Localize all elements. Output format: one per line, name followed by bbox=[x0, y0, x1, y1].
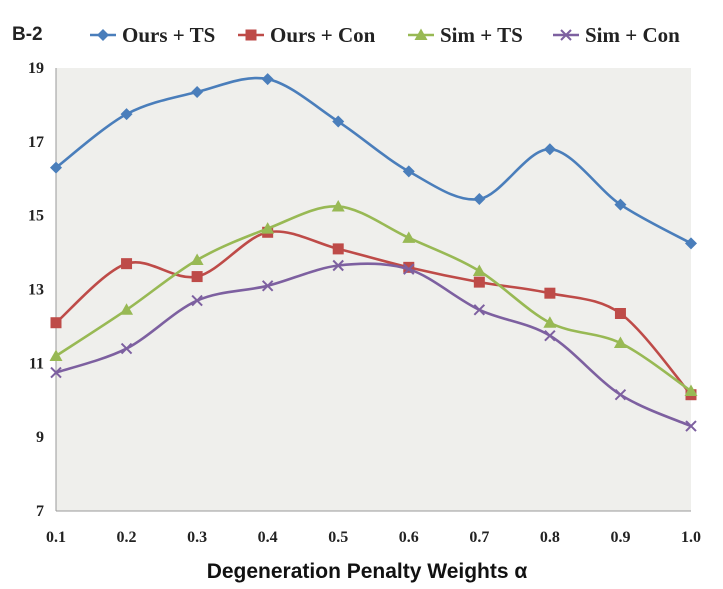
data-point bbox=[684, 384, 698, 397]
series-3 bbox=[49, 199, 698, 397]
legend-marker bbox=[560, 29, 572, 41]
y-tick-label: 7 bbox=[36, 503, 44, 520]
x-tick-label: 0.1 bbox=[46, 529, 66, 546]
data-point bbox=[120, 342, 133, 355]
x-tick-label: 0.6 bbox=[399, 529, 419, 546]
data-point bbox=[402, 165, 415, 178]
x-tick-label: 0.8 bbox=[540, 529, 560, 546]
data-point bbox=[403, 261, 415, 273]
data-point bbox=[614, 307, 626, 319]
data-point bbox=[190, 253, 204, 265]
legend-label: Ours + TS bbox=[122, 23, 215, 47]
data-point bbox=[261, 73, 274, 86]
data-point-stroke-b bbox=[50, 366, 62, 379]
legend-marker bbox=[414, 28, 428, 40]
y-tick-label: 9 bbox=[36, 429, 44, 446]
panel-label: B-2 bbox=[12, 24, 43, 45]
plot-area bbox=[56, 68, 691, 511]
y-tick-label: 17 bbox=[28, 134, 44, 151]
data-point bbox=[544, 287, 556, 299]
x-axis-label: Degeneration Penalty Weights α bbox=[207, 560, 528, 583]
data-point bbox=[191, 271, 203, 283]
data-point-stroke-b bbox=[403, 263, 415, 275]
data-point-stroke-b bbox=[685, 420, 697, 432]
legend-label: Sim + TS bbox=[440, 23, 523, 47]
data-point-stroke-b bbox=[473, 304, 486, 316]
legend-label: Ours + Con bbox=[270, 23, 376, 47]
data-point-stroke-b bbox=[261, 280, 274, 292]
data-point bbox=[261, 280, 274, 292]
data-point bbox=[543, 143, 556, 156]
data-point bbox=[191, 294, 203, 307]
series-line bbox=[55, 205, 692, 393]
data-point-stroke-b bbox=[332, 259, 344, 272]
legend-marker-stroke-b bbox=[560, 29, 572, 41]
data-point bbox=[614, 389, 627, 401]
data-point bbox=[332, 243, 344, 255]
series-line bbox=[55, 262, 692, 428]
series-line bbox=[55, 230, 692, 396]
data-point bbox=[332, 259, 344, 272]
x-tick-label: 0.7 bbox=[469, 529, 489, 546]
x-tick-label: 0.5 bbox=[328, 529, 348, 546]
data-point bbox=[614, 198, 627, 211]
data-point bbox=[685, 420, 697, 432]
data-point bbox=[332, 115, 345, 128]
data-point bbox=[543, 316, 557, 328]
y-tick-labels: 7 9 11 13 15 17 19 bbox=[28, 60, 44, 520]
data-point bbox=[613, 336, 627, 349]
y-tick-label: 13 bbox=[28, 282, 44, 299]
y-tick-label: 15 bbox=[28, 208, 44, 225]
x-tick-label: 0.4 bbox=[258, 529, 278, 546]
x-tick-label: 0.3 bbox=[187, 529, 207, 546]
series-line bbox=[55, 76, 692, 245]
y-tick-label: 11 bbox=[29, 355, 44, 372]
data-point-stroke-b bbox=[544, 329, 556, 342]
legend: Ours + TS Ours + Con Sim + TS Sim + Con bbox=[90, 23, 680, 47]
data-point bbox=[50, 366, 62, 379]
legend-item: Sim + TS bbox=[408, 23, 523, 47]
data-point bbox=[473, 304, 486, 316]
data-point-stroke-b bbox=[614, 389, 627, 401]
x-tick-label: 0.9 bbox=[610, 529, 630, 546]
legend-marker bbox=[97, 29, 109, 41]
legend-item: Ours + TS bbox=[90, 23, 215, 47]
data-point-stroke-b bbox=[191, 294, 203, 307]
legend-label: Sim + Con bbox=[585, 23, 680, 47]
data-point bbox=[472, 264, 486, 277]
x-tick-labels: 0.1 0.2 0.3 0.4 0.5 0.6 0.7 0.8 0.9 1.0 bbox=[46, 529, 701, 546]
data-point bbox=[402, 231, 416, 243]
data-point bbox=[473, 276, 485, 288]
series-group bbox=[49, 73, 698, 432]
data-point bbox=[191, 85, 204, 98]
data-point bbox=[49, 349, 63, 361]
data-point bbox=[544, 329, 556, 342]
data-point bbox=[261, 222, 275, 234]
data-point bbox=[50, 317, 62, 329]
x-tick-label: 0.2 bbox=[117, 529, 137, 546]
data-point bbox=[331, 199, 345, 212]
legend-item: Ours + Con bbox=[238, 23, 376, 47]
x-tick-label: 1.0 bbox=[681, 529, 701, 546]
series-1 bbox=[50, 73, 697, 250]
data-point bbox=[50, 161, 62, 174]
data-point bbox=[685, 237, 697, 250]
legend-item: Sim + Con bbox=[553, 23, 680, 47]
data-point bbox=[121, 258, 133, 270]
data-point-stroke-b bbox=[120, 342, 133, 355]
data-point bbox=[120, 108, 133, 121]
data-point bbox=[473, 193, 486, 206]
data-point bbox=[403, 263, 415, 275]
legend-marker bbox=[245, 29, 257, 41]
data-point bbox=[120, 303, 134, 315]
y-tick-label: 19 bbox=[28, 60, 44, 77]
series-4 bbox=[50, 259, 697, 432]
